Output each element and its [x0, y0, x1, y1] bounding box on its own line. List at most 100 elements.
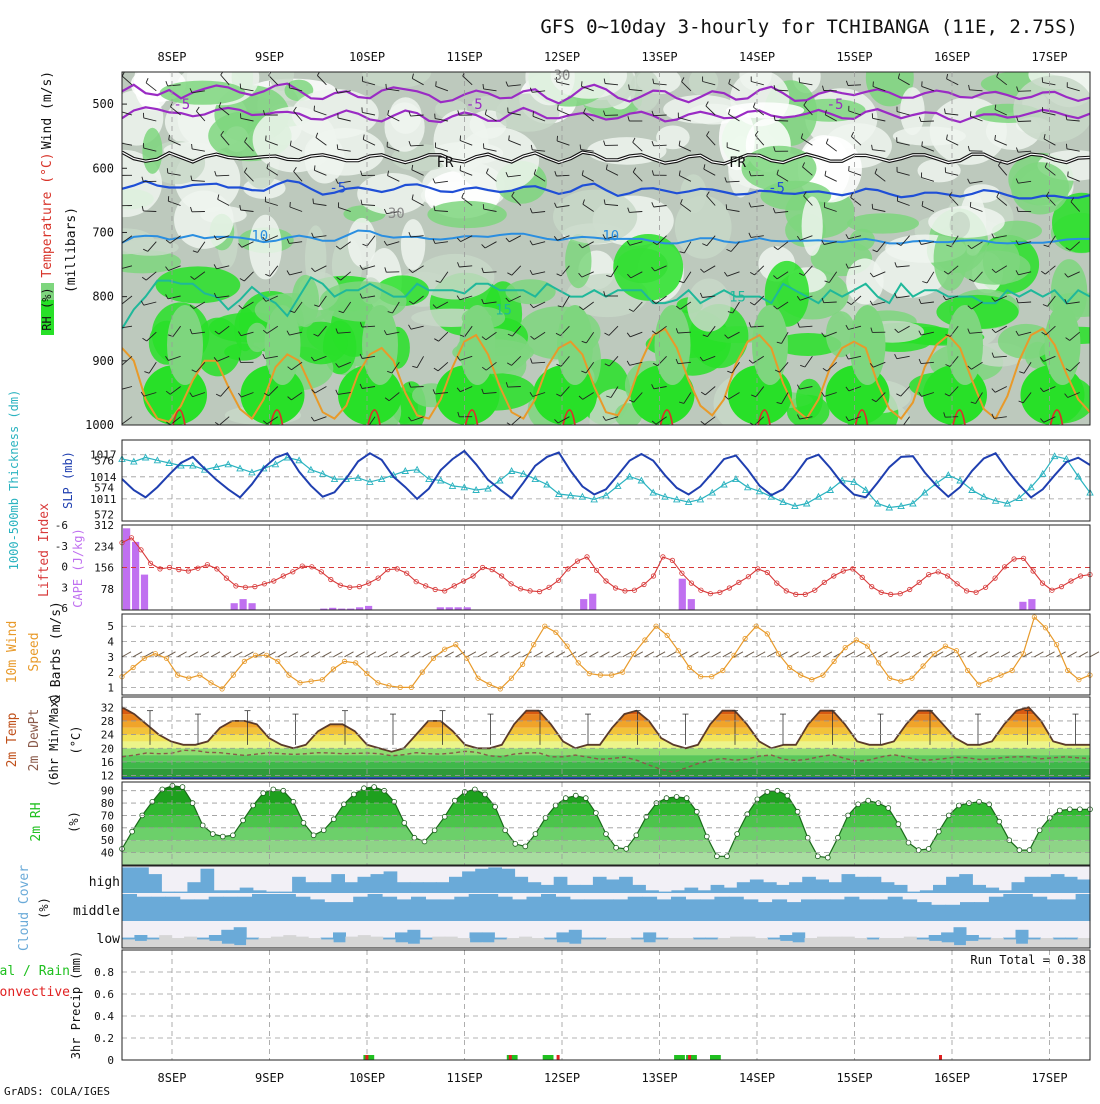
rh-blob: [427, 201, 506, 228]
precip-axis-label: 3hr Precip (mm): [69, 951, 83, 1059]
cloud-high-bar: [802, 877, 816, 893]
date-label-bottom-14SEP: 14SEP: [739, 1071, 775, 1085]
rh2m-point: [1067, 807, 1072, 812]
date-label-bottom-12SEP: 12SEP: [544, 1071, 580, 1085]
rh2m-point: [936, 829, 941, 834]
wind-tick-2: 2: [107, 666, 114, 679]
wind-axis-label: Wind (m/s): [40, 71, 55, 149]
cloud-low-clear: [718, 938, 731, 948]
cloud-high-bar: [318, 882, 332, 893]
cloud-middle-bar: [397, 899, 412, 921]
cloud-middle-bar: [946, 905, 961, 921]
cloud-low-clear: [271, 937, 284, 948]
cloud-low-clear: [445, 937, 458, 948]
rh2m-point: [987, 802, 992, 807]
contour-label: -5: [173, 97, 190, 113]
cloud-low-clear: [643, 942, 656, 948]
cloud-middle-bar: [888, 897, 903, 921]
cloud-low-clear: [1003, 939, 1016, 948]
slp-tick-1017: 1017: [90, 449, 117, 462]
footer-credit: GrADS: COLA/IGES: [4, 1085, 110, 1098]
precip-total-bar: [543, 1055, 554, 1060]
cape-bar: [132, 542, 139, 610]
rh2m-point: [452, 798, 457, 803]
precip-total-bar: [363, 1055, 374, 1060]
cloud-high-bar: [449, 877, 463, 893]
cloud-high-bar: [410, 882, 424, 893]
cloud-middle-bar: [527, 897, 542, 921]
rh-axis-label: RH (%): [40, 287, 54, 330]
cloud-low-clear: [606, 938, 619, 948]
rh2m-point: [503, 828, 508, 833]
cloud-middle-bar: [209, 897, 224, 921]
cloud-high-bar: [711, 885, 725, 893]
rh2m-point: [916, 848, 921, 853]
cloud-high-bar: [279, 892, 293, 893]
cloud-middle-bar: [194, 899, 209, 921]
rh2m-point: [825, 855, 830, 860]
cloud-middle-bar: [844, 897, 859, 921]
cape-bar: [249, 603, 256, 610]
cloud-label-low: low: [97, 932, 121, 947]
cloud-middle-bar: [772, 899, 787, 921]
cloud-low-clear: [482, 942, 495, 948]
rh2m-point: [906, 840, 911, 845]
rh-blob: [1013, 76, 1094, 143]
cloud-low-clear: [631, 939, 644, 948]
rh2m-point: [704, 834, 709, 839]
cloud-low-clear: [668, 938, 681, 948]
rh2m-point: [735, 832, 740, 837]
cloud-high-bar: [488, 867, 502, 893]
cloud-low-clear: [842, 937, 855, 948]
wind-barb-shaft: [1018, 121, 1031, 122]
cloud-low-clear: [532, 938, 545, 948]
wind-tick-1: 1: [107, 681, 114, 694]
cloud-middle-bar: [787, 902, 802, 921]
wind-barb-flag: [192, 144, 193, 149]
precip-convective-bar: [509, 1055, 512, 1060]
rh2m-point: [785, 793, 790, 798]
cloud-low-clear: [134, 941, 147, 948]
cloud-low-clear: [829, 937, 842, 948]
wind-barb-flag: [266, 136, 267, 141]
cloud-high-bar: [240, 888, 254, 893]
cloud-low-bar: [234, 927, 247, 948]
wind-barb-flag: [386, 84, 387, 89]
cloud-high-bar: [358, 877, 372, 893]
cloud-low-clear: [618, 938, 631, 948]
rh2m-point: [412, 835, 417, 840]
precip-convective-bar: [365, 1055, 368, 1060]
cloud-middle-bar: [989, 897, 1004, 921]
cloud-low-clear: [159, 935, 172, 948]
cloud-high-bar: [606, 880, 620, 894]
rh2m-point: [372, 785, 377, 790]
cloud-low-clear: [333, 942, 346, 948]
cloud-low-clear: [283, 935, 296, 948]
rh-blob: [1011, 162, 1069, 214]
wind-tick-3: 3: [107, 651, 114, 664]
cloud-middle-bar: [411, 897, 426, 921]
rh2m-point: [432, 828, 437, 833]
lifted-tick: -6: [55, 519, 68, 532]
temp-tick-16: 16: [101, 756, 114, 769]
cloud-middle-bar: [1076, 894, 1091, 921]
rh2m-point: [422, 839, 427, 844]
cloud-high-bar: [933, 885, 947, 893]
cloud-high-bar: [881, 882, 895, 893]
rh-blob: [553, 190, 637, 244]
cloud-middle-bar: [555, 897, 570, 921]
cloud-high-bar: [1025, 877, 1039, 893]
cloud-low-clear: [817, 937, 830, 948]
rh2m-point: [513, 842, 518, 847]
rh2m-point: [261, 791, 266, 796]
rh2m-axis-label-1: 2m RH: [29, 802, 44, 841]
rh2m-point: [352, 792, 357, 797]
rh-blob: [253, 107, 337, 173]
cloud-middle-bar: [801, 899, 816, 921]
cloud-middle-bar: [628, 897, 643, 921]
cape-bar: [688, 599, 695, 610]
rh2m-tick-60: 60: [101, 822, 114, 835]
rh-blob: [142, 128, 162, 174]
temperature-axis-label: Temperature (°C): [40, 152, 55, 277]
